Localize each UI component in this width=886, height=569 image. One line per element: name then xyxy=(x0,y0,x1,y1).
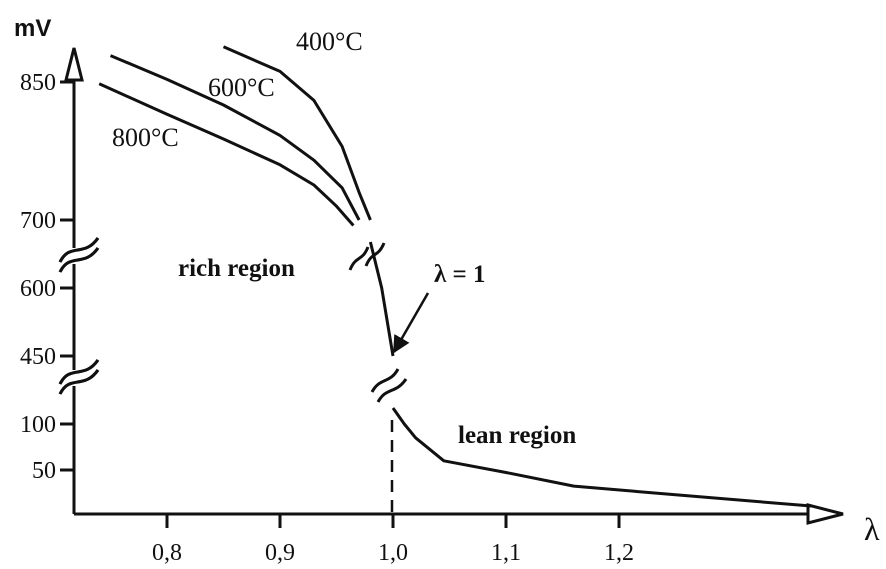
x-ticks: 0,8 0,9 1,0 1,1 1,2 xyxy=(152,514,634,566)
y-axis-break-gap-upper xyxy=(71,248,77,264)
series-line-4 xyxy=(368,241,395,357)
x-tick-label: 1,2 xyxy=(604,540,634,566)
curve-break-lower-right xyxy=(376,378,408,403)
x-tick-label: 1,0 xyxy=(378,540,408,566)
y-tick-label: 50 xyxy=(32,458,56,484)
y-ticks: 850 700 600 450 100 50 xyxy=(20,70,74,484)
series xyxy=(98,45,812,508)
x-tick-label: 1,1 xyxy=(491,540,521,566)
y-axis-arrow xyxy=(64,47,84,82)
curve-breaks xyxy=(348,242,408,403)
x-axis-arrow xyxy=(806,503,844,525)
y-axis-break-lower-redraw xyxy=(58,359,100,395)
y-axis-title: mV xyxy=(14,15,51,42)
curve-break-upper-left xyxy=(348,246,370,271)
y-tick-label: 450 xyxy=(20,344,56,370)
x-tick-label: 0,8 xyxy=(152,540,182,566)
series-line-3 xyxy=(98,82,355,227)
curve-break-upper-right xyxy=(364,242,386,267)
y-tick-label: 600 xyxy=(20,276,56,302)
y-tick-label: 850 xyxy=(20,70,56,96)
series-label-800: 800°C xyxy=(112,123,179,152)
x-tick-label: 0,9 xyxy=(265,540,295,566)
lambda-one-pointer-arrow xyxy=(392,292,430,354)
x-axis-title: λ xyxy=(864,511,880,547)
series-line-2 xyxy=(109,54,361,221)
series-labels: 400°C 600°C 800°C xyxy=(112,27,363,152)
series-line-5 xyxy=(391,407,812,508)
lambda-one-label: λ = 1 xyxy=(434,261,486,288)
y-tick-label: 700 xyxy=(20,208,56,234)
rich-region-label: rich region xyxy=(178,255,295,282)
curve-break-lower-left xyxy=(370,368,400,393)
lean-region-label: lean region xyxy=(458,422,576,449)
y-tick-label: 100 xyxy=(20,412,56,438)
y-axis-break-gap-lower xyxy=(71,370,77,386)
y-axis-break-upper-redraw xyxy=(58,237,100,273)
series-label-400: 400°C xyxy=(296,27,363,56)
series-label-600: 600°C xyxy=(208,73,275,102)
series-line-1 xyxy=(222,45,372,221)
axes xyxy=(58,47,844,525)
